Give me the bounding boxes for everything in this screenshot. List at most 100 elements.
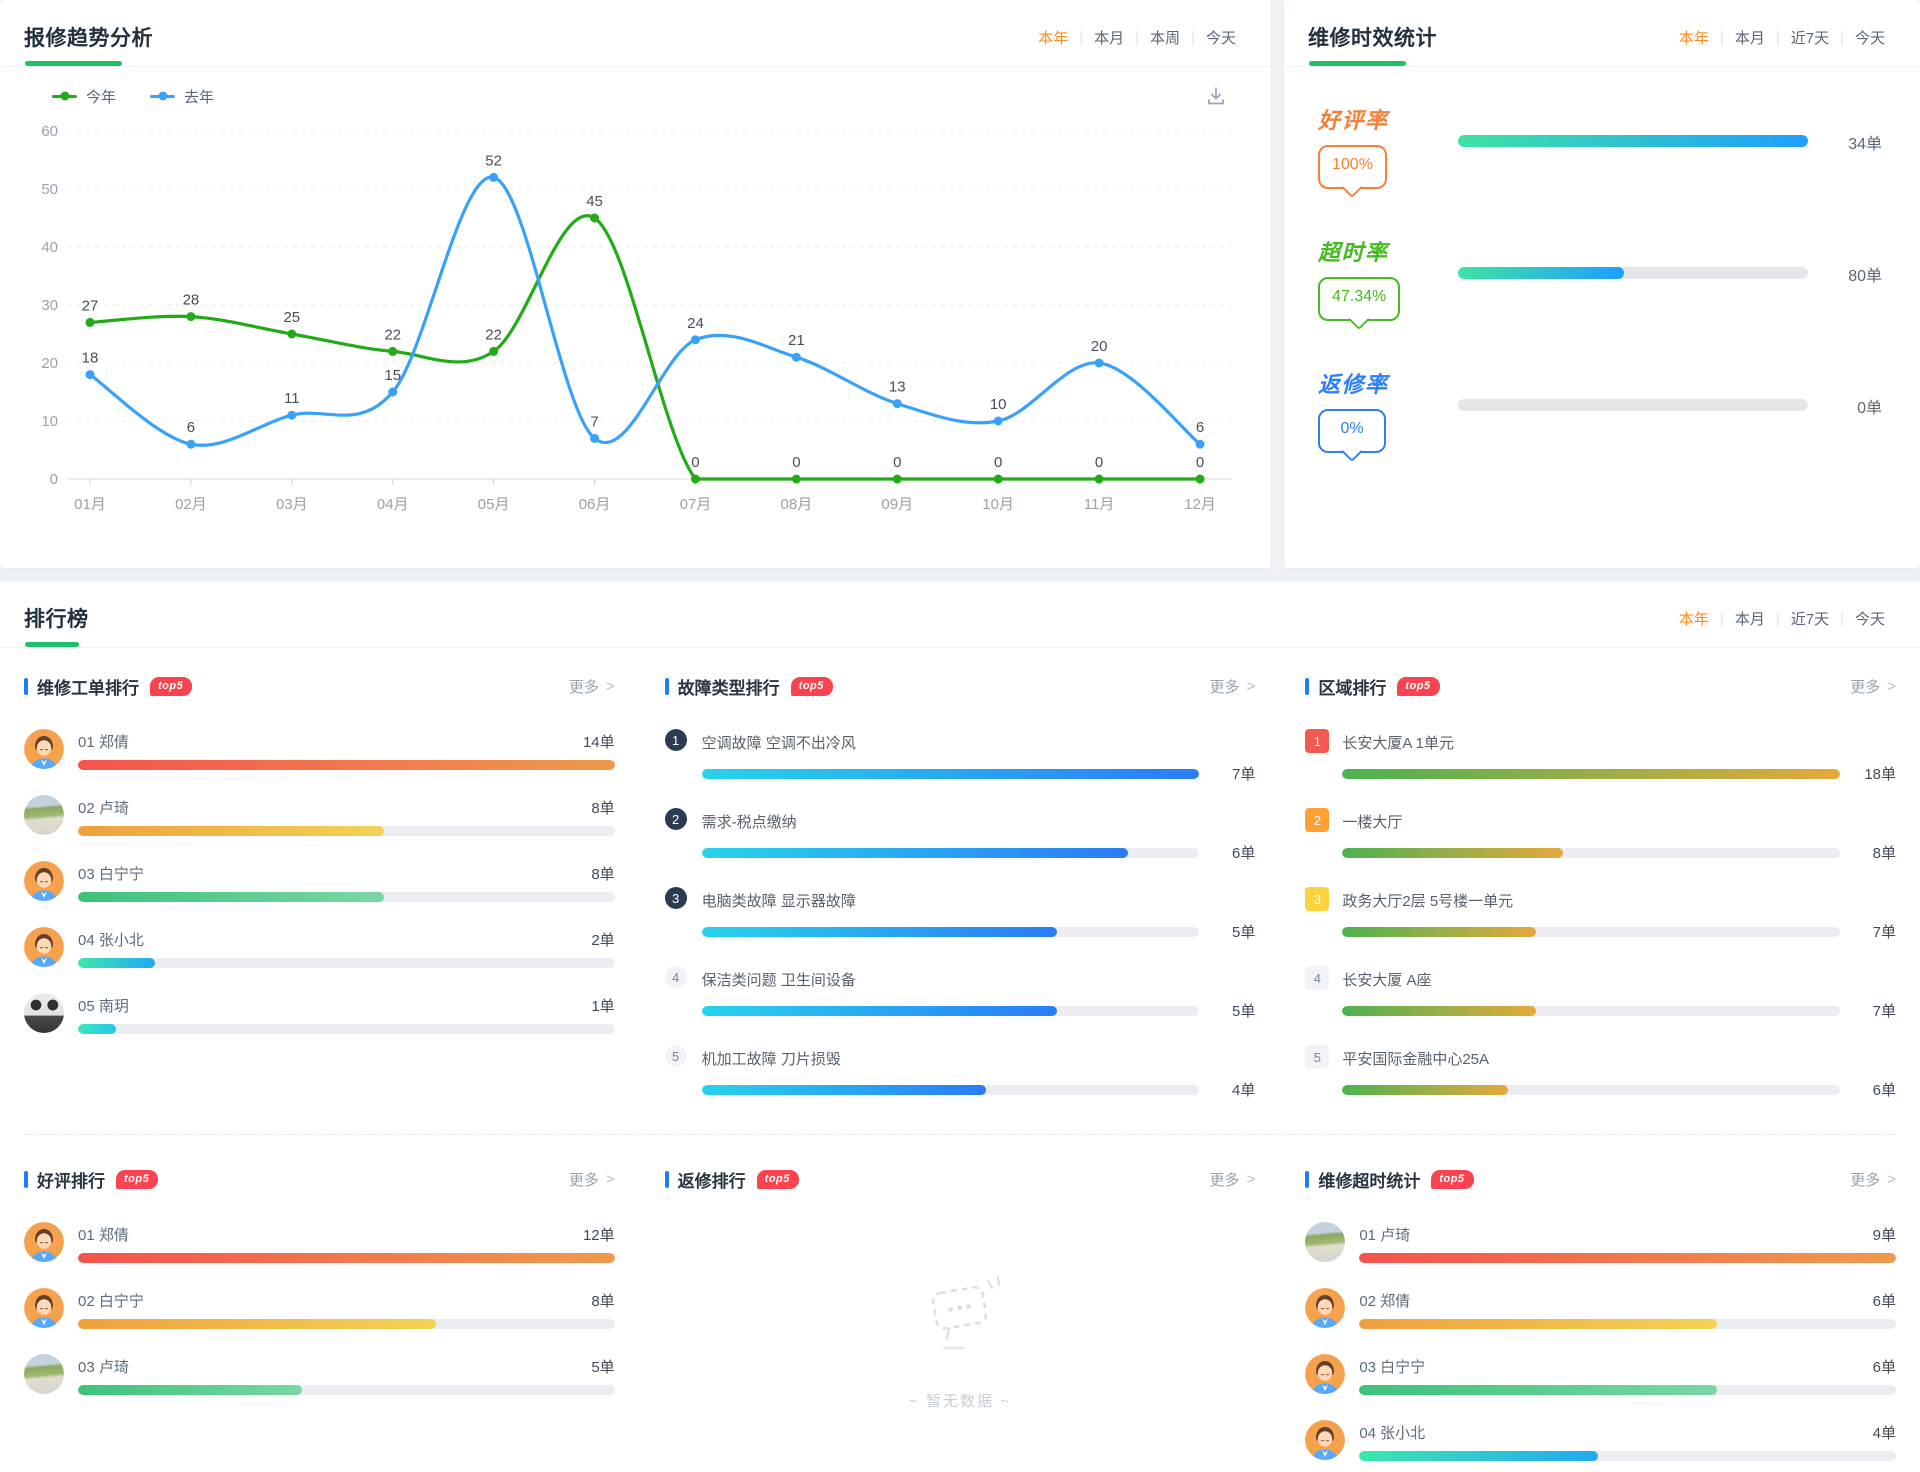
rank-item: 3 政务大厅2层 5号楼一单元 7单 [1305, 887, 1896, 942]
filter-item[interactable]: 本月 [1734, 611, 1765, 628]
download-icon[interactable] [1205, 85, 1227, 107]
rank-item-count: 6单 [1872, 1359, 1896, 1376]
more-link[interactable]: 更多 > [1850, 676, 1896, 697]
rank-item-count: 6单 [1872, 1293, 1896, 1310]
stat-bar-fill [1458, 135, 1808, 147]
rank-item: 03 白宁宁 6单 [1305, 1354, 1896, 1395]
rank-item: 2 需求-税点缴纳 6单 [664, 808, 1255, 863]
more-link[interactable]: 更多 > [569, 1169, 615, 1190]
filter-item[interactable]: 今天 [1205, 30, 1236, 47]
rank-bar-fill [1359, 1451, 1598, 1461]
top-row: 报修趋势分析 本年 | 本月 | 本周 | 今天 今年 去年 0 10 20 30 40 50 60 01… [0, 0, 1920, 568]
data-point [388, 346, 398, 356]
legend-label: 去年 [184, 88, 215, 106]
data-label: 0 [1196, 454, 1204, 471]
data-label: 20 [1091, 338, 1108, 355]
rank-bar-track [78, 1024, 615, 1034]
filter-item[interactable]: 近7天 [1790, 611, 1830, 628]
data-point [186, 439, 196, 449]
filter-item[interactable]: 本周 [1150, 30, 1181, 47]
rank-item-count: 18单 [1864, 766, 1896, 783]
rank-item-name: 需求-税点缴纳 [701, 814, 797, 831]
rank-item-name: 03 白宁宁 [78, 866, 144, 883]
stat-bar-track [1458, 135, 1808, 147]
rank-panel: 好评排行 top5 更多 >01 郑倩 12单 02 白宁宁 8单 03 卢琦 5单 [24, 1167, 615, 1472]
filter-item[interactable]: 近7天 [1790, 30, 1830, 47]
rank-bar-track [1342, 847, 1840, 858]
stat-bar-track [1458, 399, 1808, 411]
rank-item-name: 03 卢琦 [78, 1359, 129, 1376]
data-point [489, 346, 499, 356]
rank-bar-track [1359, 1385, 1896, 1395]
data-point [1094, 358, 1104, 368]
chevron-right-icon: > [1887, 1171, 1896, 1188]
rank-item-count: 5单 [1231, 924, 1256, 941]
more-label: 更多 [1850, 1172, 1881, 1189]
more-link[interactable]: 更多 > [1850, 1169, 1896, 1190]
stat-percent-badge: 47.34% [1318, 277, 1401, 321]
data-label: 27 [82, 297, 99, 314]
rank-bar-track [1342, 926, 1840, 937]
filter-item[interactable]: 本年 [1678, 30, 1709, 47]
rank-item: 5 机加工故障 刀片损毁 4单 [664, 1045, 1255, 1100]
efficiency-title: 维修时效统计 [1308, 22, 1437, 66]
stat-percent-badge: 100% [1318, 145, 1387, 189]
rank-bar-fill [701, 926, 1057, 937]
svg-text:30: 30 [41, 297, 58, 314]
top5-badge: top5 [1397, 677, 1440, 696]
svg-text:04月: 04月 [377, 496, 409, 513]
rank-panel: 区域排行 top5 更多 >1 长安大厦A 1单元 18单 2 一楼大厅 8单 3 政务大厅2层 5… [1305, 674, 1896, 1124]
rank-bar-track [1359, 1253, 1896, 1263]
filter-item[interactable]: 今天 [1854, 611, 1885, 628]
more-link[interactable]: 更多 > [1210, 1169, 1256, 1190]
rank-panel: 维修工单排行 top5 更多 >01 郑倩 14单 02 卢琦 8单 03 白宁宁 8单 04 张… [24, 674, 615, 1124]
rank-item-count: 8单 [591, 1293, 615, 1310]
filter-item[interactable]: 本月 [1094, 30, 1125, 47]
filter-item[interactable]: 本月 [1734, 30, 1765, 47]
filter-item[interactable]: 本年 [1038, 30, 1069, 47]
rank-bar-track [701, 768, 1200, 779]
filter-item[interactable]: 本年 [1678, 611, 1709, 628]
rank-item-count: 12单 [582, 1227, 615, 1244]
chevron-right-icon: > [1887, 678, 1896, 695]
data-label: 10 [990, 396, 1007, 413]
avatar [24, 729, 64, 769]
data-point [993, 474, 1003, 484]
more-link[interactable]: 更多 > [1210, 676, 1256, 697]
stat-row: 好评率 100% 34单 [1318, 103, 1882, 189]
data-point [1195, 439, 1205, 449]
data-point [85, 317, 95, 327]
svg-text:08月: 08月 [781, 496, 813, 513]
panel-accent-bar [24, 1171, 28, 1188]
rank-item-name: 01 郑倩 [78, 734, 129, 751]
legend-this-year[interactable]: 今年 [52, 86, 116, 107]
rank-item: 03 白宁宁 8单 [24, 861, 615, 902]
data-label: 0 [792, 454, 800, 471]
rank-bar-track [78, 1319, 615, 1329]
efficiency-card-header: 维修时效统计 本年 | 本月 | 近7天 | 今天 [1284, 0, 1920, 67]
panel-accent-bar [1305, 1171, 1310, 1188]
svg-text:20: 20 [41, 355, 58, 372]
filter-separator: | [1719, 610, 1724, 627]
efficiency-card: 维修时效统计 本年 | 本月 | 近7天 | 今天 好评率 100% 34单 超时率 47.34% 8… [1284, 0, 1920, 568]
rank-bar-track [1342, 768, 1840, 779]
filter-item[interactable]: 今天 [1854, 30, 1885, 47]
data-label: 28 [183, 292, 200, 309]
rank-item: 01 郑倩 14单 [24, 729, 615, 770]
ranking-card: 排行榜 本年 | 本月 | 近7天 | 今天 维修工单排行 top5 更多 >01 郑倩 14单 02… [0, 581, 1920, 1472]
rank-panel: 故障类型排行 top5 更多 >1 空调故障 空调不出冷风 7单 2 需求-税点缴纳 6单 3 电脑… [664, 674, 1256, 1124]
rank-item-name: 05 南玥 [78, 998, 129, 1015]
avatar [1305, 1354, 1346, 1394]
stat-bar-track [1458, 267, 1808, 279]
data-label: 0 [994, 454, 1002, 471]
data-label: 45 [586, 193, 603, 210]
data-label: 7 [590, 413, 598, 430]
ranking-title: 排行榜 [24, 603, 89, 647]
top5-badge: top5 [756, 1170, 799, 1189]
rank-bar-track [701, 847, 1200, 858]
legend-last-year[interactable]: 去年 [150, 86, 214, 107]
stat-row: 返修率 0% 0单 [1318, 367, 1882, 453]
empty-state: ~ 暂无数据 ~ [665, 1222, 1256, 1411]
rank-bar-track [78, 892, 615, 902]
more-link[interactable]: 更多 > [569, 676, 615, 697]
